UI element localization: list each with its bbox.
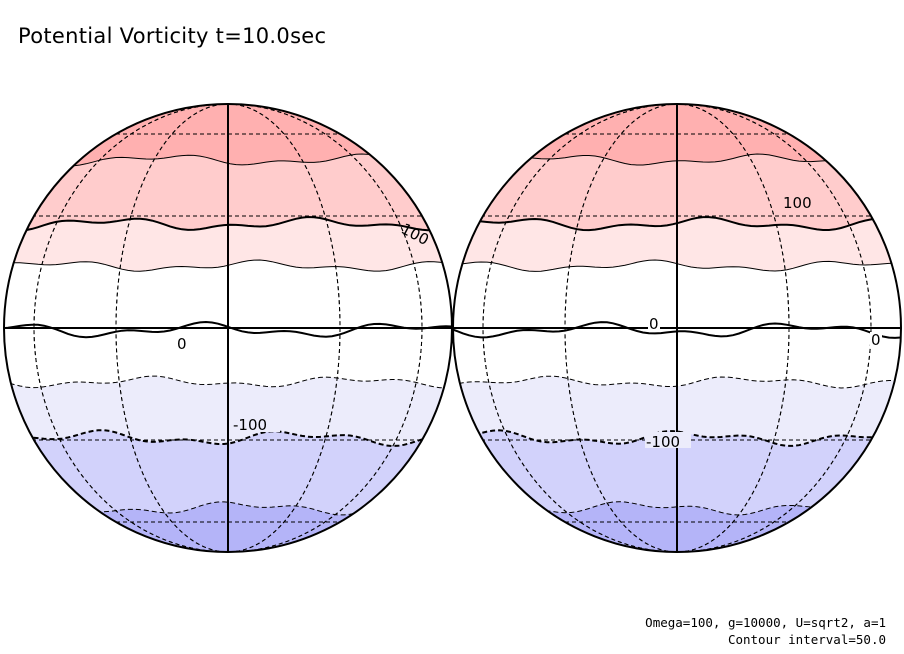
label-right-neg100: -100 xyxy=(646,433,680,451)
label-left-0: 0 xyxy=(177,335,187,353)
globe-left xyxy=(4,104,452,552)
right-contour--100 xyxy=(453,429,901,447)
globe-right-labels: 100 0 0 -100 xyxy=(645,192,882,451)
label-right-0b: 0 xyxy=(871,331,881,349)
globe-right xyxy=(453,104,901,552)
contour-interval-note: Contour interval=50.0 xyxy=(727,632,886,647)
globe-right-outline xyxy=(452,103,902,553)
parameter-line: Omega=100, g=10000, U=sqrt2, a=1 xyxy=(645,615,886,630)
parameter-notes: Omega=100, g=10000, U=sqrt2, a=1 Contour… xyxy=(645,614,886,648)
label-right-100: 100 xyxy=(783,194,812,212)
label-right-0: 0 xyxy=(649,315,659,333)
label-left-neg100: -100 xyxy=(233,416,267,434)
chart-title: Potential Vorticity t=10.0sec xyxy=(18,24,327,48)
